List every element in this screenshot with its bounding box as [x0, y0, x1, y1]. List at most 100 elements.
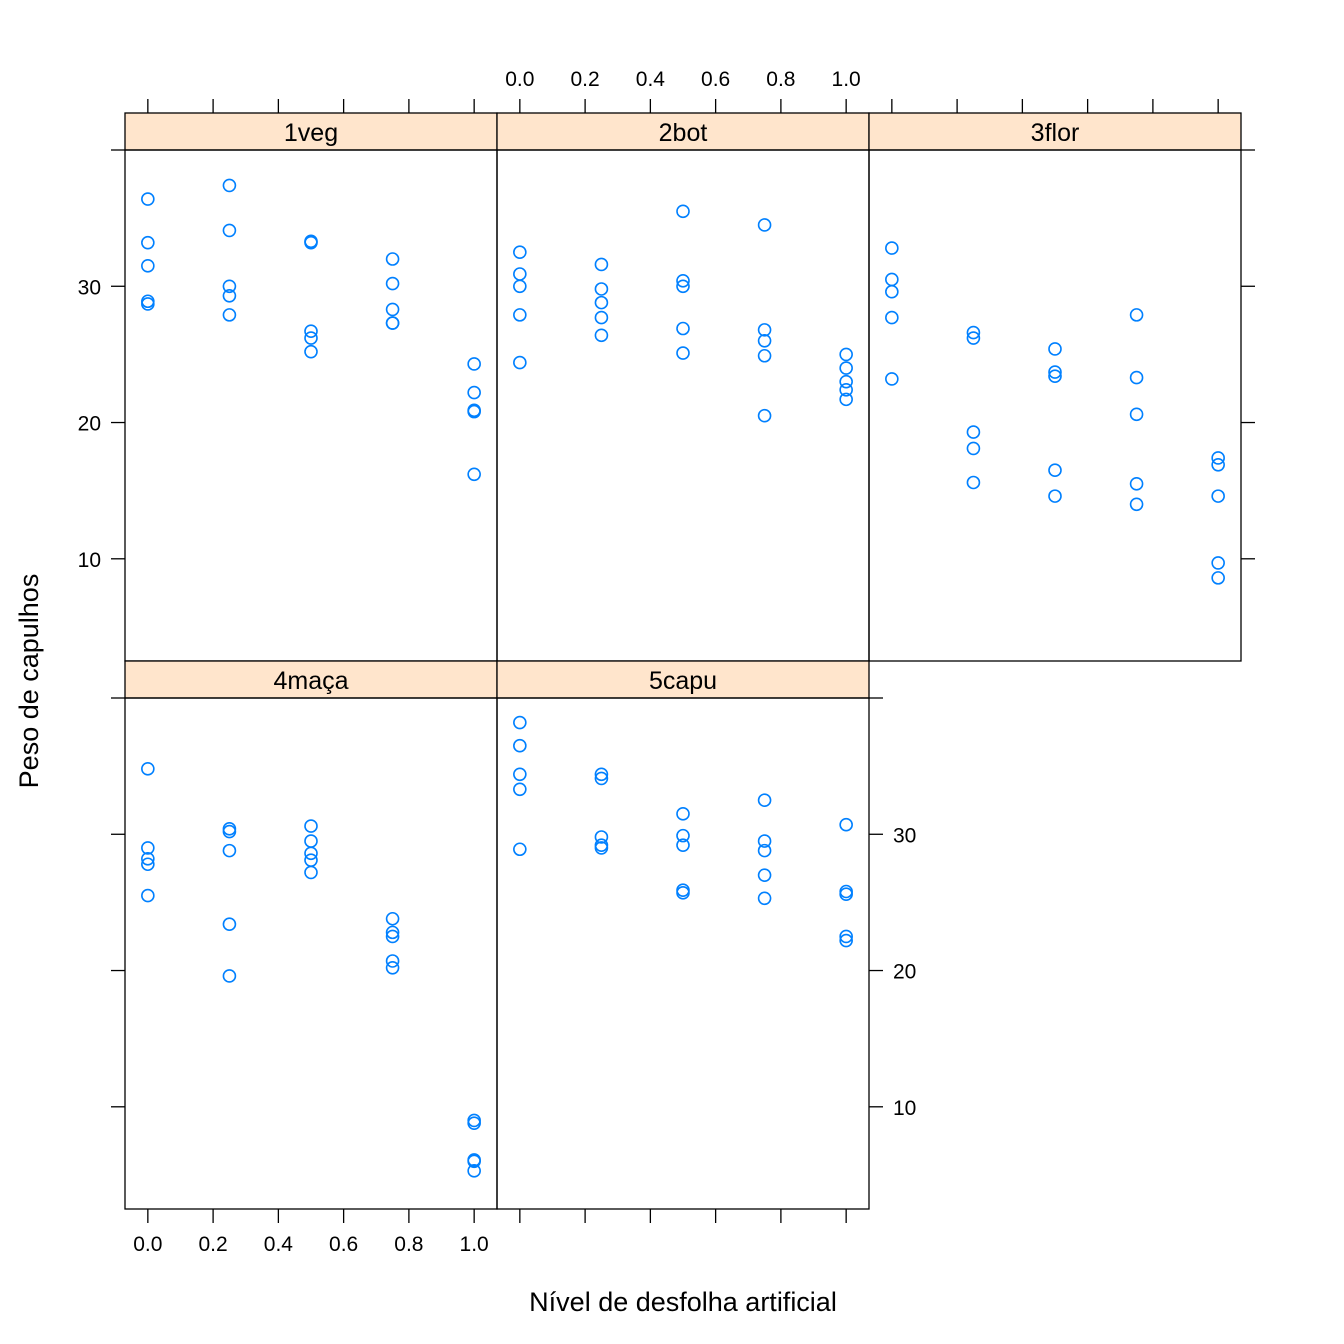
- data-point: [304, 846, 318, 861]
- data-point: [513, 842, 527, 857]
- data-point: [594, 328, 609, 343]
- data-point: [839, 392, 853, 407]
- data-point: [1129, 477, 1144, 491]
- data-point: [141, 297, 155, 311]
- data-point: [594, 838, 609, 852]
- data-point: [839, 361, 853, 375]
- data-point: [1211, 556, 1225, 570]
- strip-label: 1veg: [284, 119, 338, 147]
- panel-1veg: 1veg: [124, 112, 498, 662]
- data-point: [467, 1113, 481, 1128]
- panel-4maça: 4maça: [124, 660, 498, 1210]
- data-point: [385, 316, 400, 330]
- data-point: [467, 1116, 481, 1130]
- data-point: [839, 933, 853, 948]
- y-tick-label: 10: [78, 549, 101, 572]
- y-axis-title: Peso de capulhos: [14, 574, 44, 789]
- data-point: [222, 308, 237, 322]
- data-point: [385, 961, 400, 975]
- data-point: [676, 886, 690, 900]
- data-point: [594, 310, 609, 325]
- data-point: [757, 843, 772, 858]
- data-point: [594, 257, 609, 272]
- panel-5capu: 5capu: [496, 660, 870, 1210]
- data-point: [966, 425, 981, 439]
- data-point: [222, 917, 237, 932]
- strip-1veg: [124, 112, 498, 151]
- panels-layer: 1veg 2bot 3flor 4maça 5capu: [124, 112, 1242, 1210]
- data-point: [1211, 571, 1225, 585]
- data-point: [966, 441, 981, 456]
- data-point: [676, 807, 690, 821]
- data-point: [1048, 489, 1062, 503]
- strip-label: 4maça: [273, 667, 348, 695]
- data-point: [222, 969, 237, 983]
- data-point: [513, 308, 527, 322]
- data-point: [676, 274, 690, 288]
- strip-2bot: [496, 112, 870, 151]
- data-point: [222, 279, 237, 294]
- data-point: [885, 310, 899, 325]
- data-point: [676, 883, 690, 897]
- data-point: [141, 235, 155, 250]
- strip-3flor: [868, 112, 1242, 151]
- data-point: [222, 824, 237, 839]
- x-tick-label: 0.8: [394, 1233, 423, 1256]
- data-point: [141, 762, 155, 776]
- data-point: [1129, 308, 1144, 322]
- x-tick-label: 1.0: [460, 1233, 489, 1256]
- data-point: [513, 782, 527, 797]
- data-point: [757, 793, 772, 808]
- data-point: [304, 344, 318, 359]
- data-point: [513, 738, 527, 753]
- data-point: [304, 853, 318, 867]
- data-point: [141, 857, 155, 872]
- data-point: [513, 355, 527, 370]
- data-point: [222, 289, 237, 303]
- data-point: [1048, 342, 1062, 356]
- data-point: [141, 841, 155, 855]
- data-point: [839, 887, 853, 902]
- panel-frame: [496, 149, 870, 662]
- data-point: [467, 404, 481, 419]
- data-point: [513, 715, 527, 730]
- y-tick-label: 20: [78, 413, 101, 436]
- x-tick-label: 0.2: [199, 1233, 228, 1256]
- data-point: [1211, 489, 1225, 503]
- data-point: [467, 357, 481, 371]
- data-point: [757, 218, 772, 232]
- data-point: [676, 321, 690, 336]
- data-point: [839, 383, 853, 397]
- data-point: [222, 843, 237, 858]
- data-point: [385, 252, 400, 266]
- data-point: [304, 331, 318, 345]
- x-tick-label: 0.0: [505, 68, 534, 91]
- data-point: [513, 279, 527, 294]
- data-point: [885, 372, 899, 386]
- data-point: [594, 830, 609, 844]
- data-point: [141, 888, 155, 903]
- data-point: [839, 817, 853, 832]
- data-point: [966, 325, 981, 340]
- data-point: [304, 819, 318, 833]
- data-point: [885, 272, 899, 287]
- x-tick-label: 0.4: [264, 1233, 294, 1256]
- data-point: [757, 408, 772, 423]
- data-point: [594, 841, 609, 855]
- y-tick-label: 30: [893, 824, 916, 847]
- data-point: [385, 302, 400, 317]
- strip-label: 5capu: [649, 667, 717, 695]
- data-point: [676, 828, 690, 843]
- data-point: [594, 771, 609, 786]
- data-point: [304, 834, 318, 848]
- data-point: [594, 295, 609, 310]
- panel-frame: [124, 697, 498, 1210]
- data-point: [222, 822, 237, 836]
- data-point: [467, 467, 481, 482]
- data-point: [385, 925, 400, 940]
- data-point: [676, 279, 690, 294]
- panel-frame: [496, 697, 870, 1210]
- panel-3flor: 3flor: [868, 112, 1242, 662]
- data-point: [757, 333, 772, 348]
